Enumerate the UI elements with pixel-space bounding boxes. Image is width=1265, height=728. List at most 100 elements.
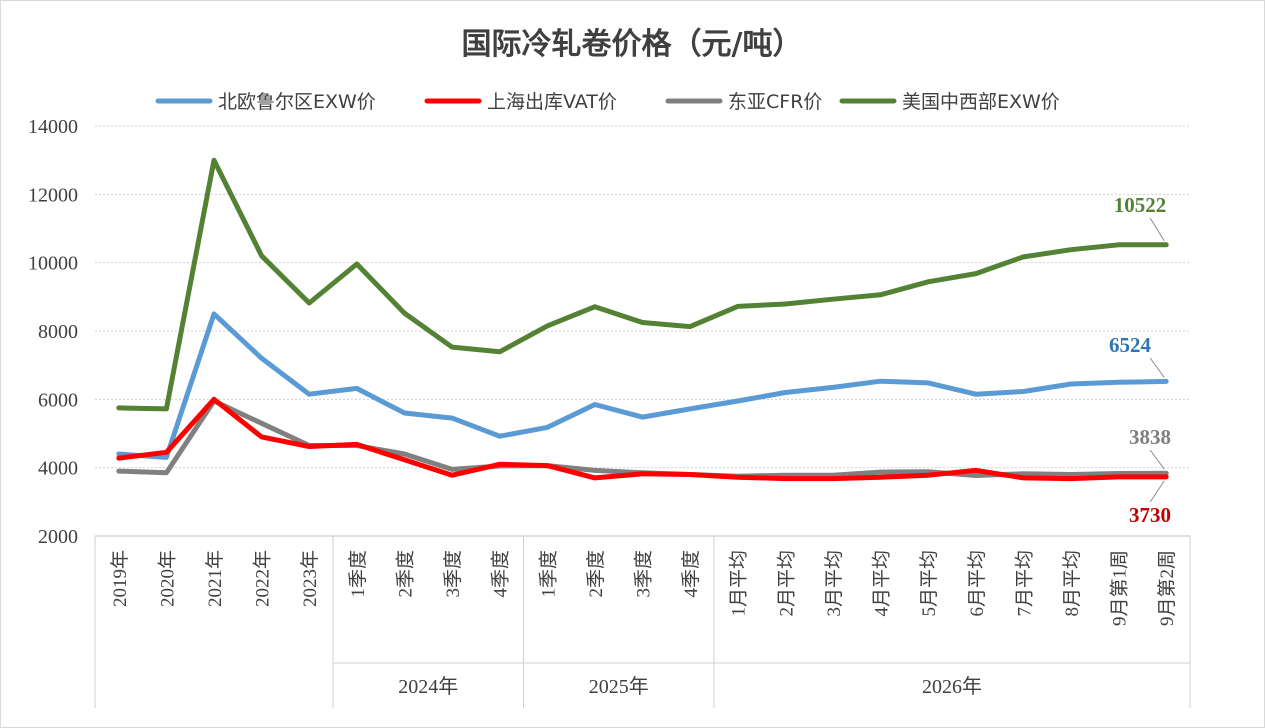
end-value-label: 3730	[1129, 503, 1171, 527]
data-point	[212, 158, 217, 163]
data-point	[688, 324, 693, 329]
x-tick-label: 2季度	[585, 550, 607, 598]
data-point	[1068, 476, 1073, 481]
x-axis: 2019年 2020年 2021年 2022年 2023年 1季度 2季度 3季度 4季度 1季度…	[94, 535, 1191, 708]
data-point	[783, 476, 788, 481]
y-tick-label: 8000	[38, 321, 78, 343]
x-tick-label: 2季度	[394, 550, 416, 598]
data-point	[973, 271, 978, 276]
data-point	[545, 463, 550, 468]
data-point	[497, 462, 502, 467]
data-point	[1068, 381, 1073, 386]
data-point	[878, 475, 883, 480]
data-point	[735, 304, 740, 309]
x-tick-label: 4月平均	[871, 550, 893, 617]
x-tick-label: 9月第2周	[1156, 550, 1178, 626]
x-tick-label: 8月平均	[1061, 550, 1083, 617]
y-tick-label: 12000	[28, 184, 78, 206]
x-tick-label: 4季度	[680, 550, 702, 598]
series-lines	[116, 157, 1169, 482]
end-value-label: 3838	[1129, 425, 1171, 449]
data-point	[402, 411, 407, 416]
end-value-label: 6524	[1109, 333, 1152, 357]
data-point	[354, 262, 359, 267]
data-point	[116, 456, 121, 461]
x-tick-label: 1季度	[537, 550, 559, 598]
leader-line	[1149, 217, 1165, 242]
data-point	[116, 469, 121, 474]
data-point	[688, 406, 693, 411]
data-point	[307, 392, 312, 397]
data-point	[354, 386, 359, 391]
x-tick-label: 3月平均	[823, 550, 845, 617]
data-point	[450, 473, 455, 478]
data-point	[640, 415, 645, 420]
data-point	[735, 475, 740, 480]
x-tick-label: 2020年	[156, 550, 178, 607]
x-tick-label: 2021年	[204, 550, 226, 607]
x-tick-label: 1季度	[347, 550, 369, 598]
x-tick-label: 6月平均	[966, 550, 988, 617]
data-point	[116, 405, 121, 410]
data-point	[1068, 247, 1073, 252]
data-point	[402, 457, 407, 462]
data-point	[354, 442, 359, 447]
data-point	[1021, 475, 1026, 480]
data-point	[450, 467, 455, 472]
end-labels: 6524 3730 3838 10522	[1109, 193, 1171, 527]
y-tick-label: 4000	[38, 458, 78, 480]
data-point	[307, 300, 312, 305]
data-point	[212, 311, 217, 316]
data-point	[1116, 380, 1121, 385]
data-point	[164, 450, 169, 455]
data-point	[259, 253, 264, 258]
data-point	[402, 452, 407, 457]
y-tick-label: 6000	[38, 389, 78, 411]
data-point	[402, 311, 407, 316]
legend-label: 上海出库VAT价	[487, 91, 617, 113]
x-tick-label: 7月平均	[1013, 550, 1035, 617]
data-point	[1164, 379, 1169, 384]
data-point	[878, 379, 883, 384]
y-axis: 2000 4000 6000 8000 10000 12000 14000	[28, 116, 78, 548]
data-point	[830, 385, 835, 390]
data-point	[450, 345, 455, 350]
data-point	[212, 397, 217, 402]
data-point	[592, 402, 597, 407]
data-point	[973, 392, 978, 397]
data-point	[259, 356, 264, 361]
data-point	[307, 444, 312, 449]
data-point	[830, 476, 835, 481]
data-point	[164, 406, 169, 411]
data-point	[735, 399, 740, 404]
data-point	[164, 470, 169, 475]
x-tick-label: 2023年	[299, 550, 321, 607]
data-point	[1116, 242, 1121, 247]
data-point	[259, 434, 264, 439]
data-point	[450, 416, 455, 421]
group-label: 2025年	[589, 675, 649, 698]
group-label: 2024年	[398, 675, 458, 698]
data-point	[592, 475, 597, 480]
x-tick-label: 3季度	[442, 550, 464, 598]
x-tick-label: 2019年	[109, 550, 131, 607]
data-point	[926, 473, 931, 478]
data-point	[926, 380, 931, 385]
x-tick-label: 2月平均	[775, 550, 797, 617]
data-point	[973, 473, 978, 478]
data-point	[783, 302, 788, 307]
data-point	[688, 472, 693, 477]
data-point	[1021, 389, 1026, 394]
data-point	[592, 304, 597, 309]
data-point	[1164, 474, 1169, 479]
chart-title: 国际冷轧卷价格（元/吨）	[462, 27, 803, 62]
data-point	[1164, 242, 1169, 247]
data-point	[164, 455, 169, 460]
data-point	[926, 279, 931, 284]
series-line	[116, 396, 1169, 482]
legend-label: 美国中西部EXW价	[902, 91, 1060, 113]
y-tick-label: 2000	[38, 526, 78, 548]
data-point	[1021, 254, 1026, 259]
